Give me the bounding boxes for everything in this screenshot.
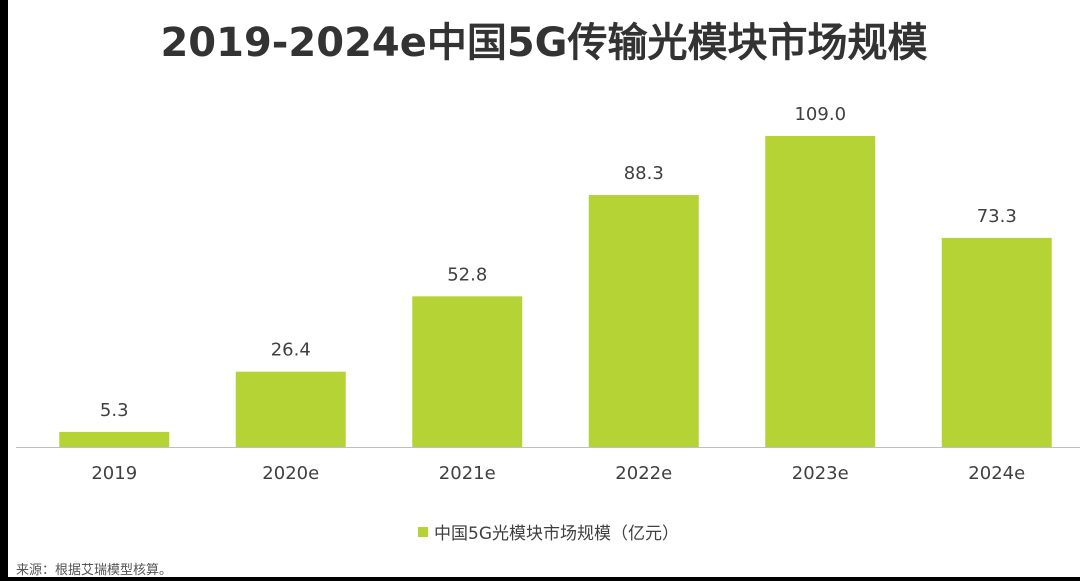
x-tick-label: 2023e bbox=[792, 463, 849, 484]
bar-2020e bbox=[235, 371, 346, 447]
x-tick-label: 2021e bbox=[439, 463, 496, 484]
x-tick-label: 2022e bbox=[615, 463, 672, 484]
value-label: 73.3 bbox=[977, 206, 1017, 227]
legend: 中国5G光模块市场规模（亿元） bbox=[418, 519, 679, 544]
value-label: 5.3 bbox=[100, 400, 129, 421]
value-label: 109.0 bbox=[794, 104, 846, 125]
legend-label: 中国5G光模块市场规模（亿元） bbox=[434, 524, 679, 544]
bar-2021e bbox=[412, 296, 523, 447]
bar-2023e bbox=[765, 136, 876, 447]
bottom-border bbox=[0, 577, 1080, 581]
x-tick-label: 2020e bbox=[262, 463, 319, 484]
bar-chart: 5.3 2019 26.4 2020e 52.8 2021e 88.3 2022e 109.0 2… bbox=[16, 104, 1080, 484]
chart-title: 2019-2024e中国5G传输光模块市场规模 bbox=[160, 20, 928, 66]
bar-2019 bbox=[59, 431, 170, 447]
source-note: 来源：根据艾瑞模型核算。 bbox=[16, 563, 173, 578]
value-label: 26.4 bbox=[271, 340, 311, 361]
value-label: 88.3 bbox=[624, 163, 664, 184]
x-tick-label: 2019 bbox=[91, 463, 137, 484]
bar-2024e bbox=[941, 237, 1052, 447]
bar-2022e bbox=[588, 195, 699, 447]
x-tick-label: 2024e bbox=[968, 463, 1025, 484]
legend-swatch bbox=[418, 526, 428, 537]
value-label: 52.8 bbox=[447, 264, 487, 285]
